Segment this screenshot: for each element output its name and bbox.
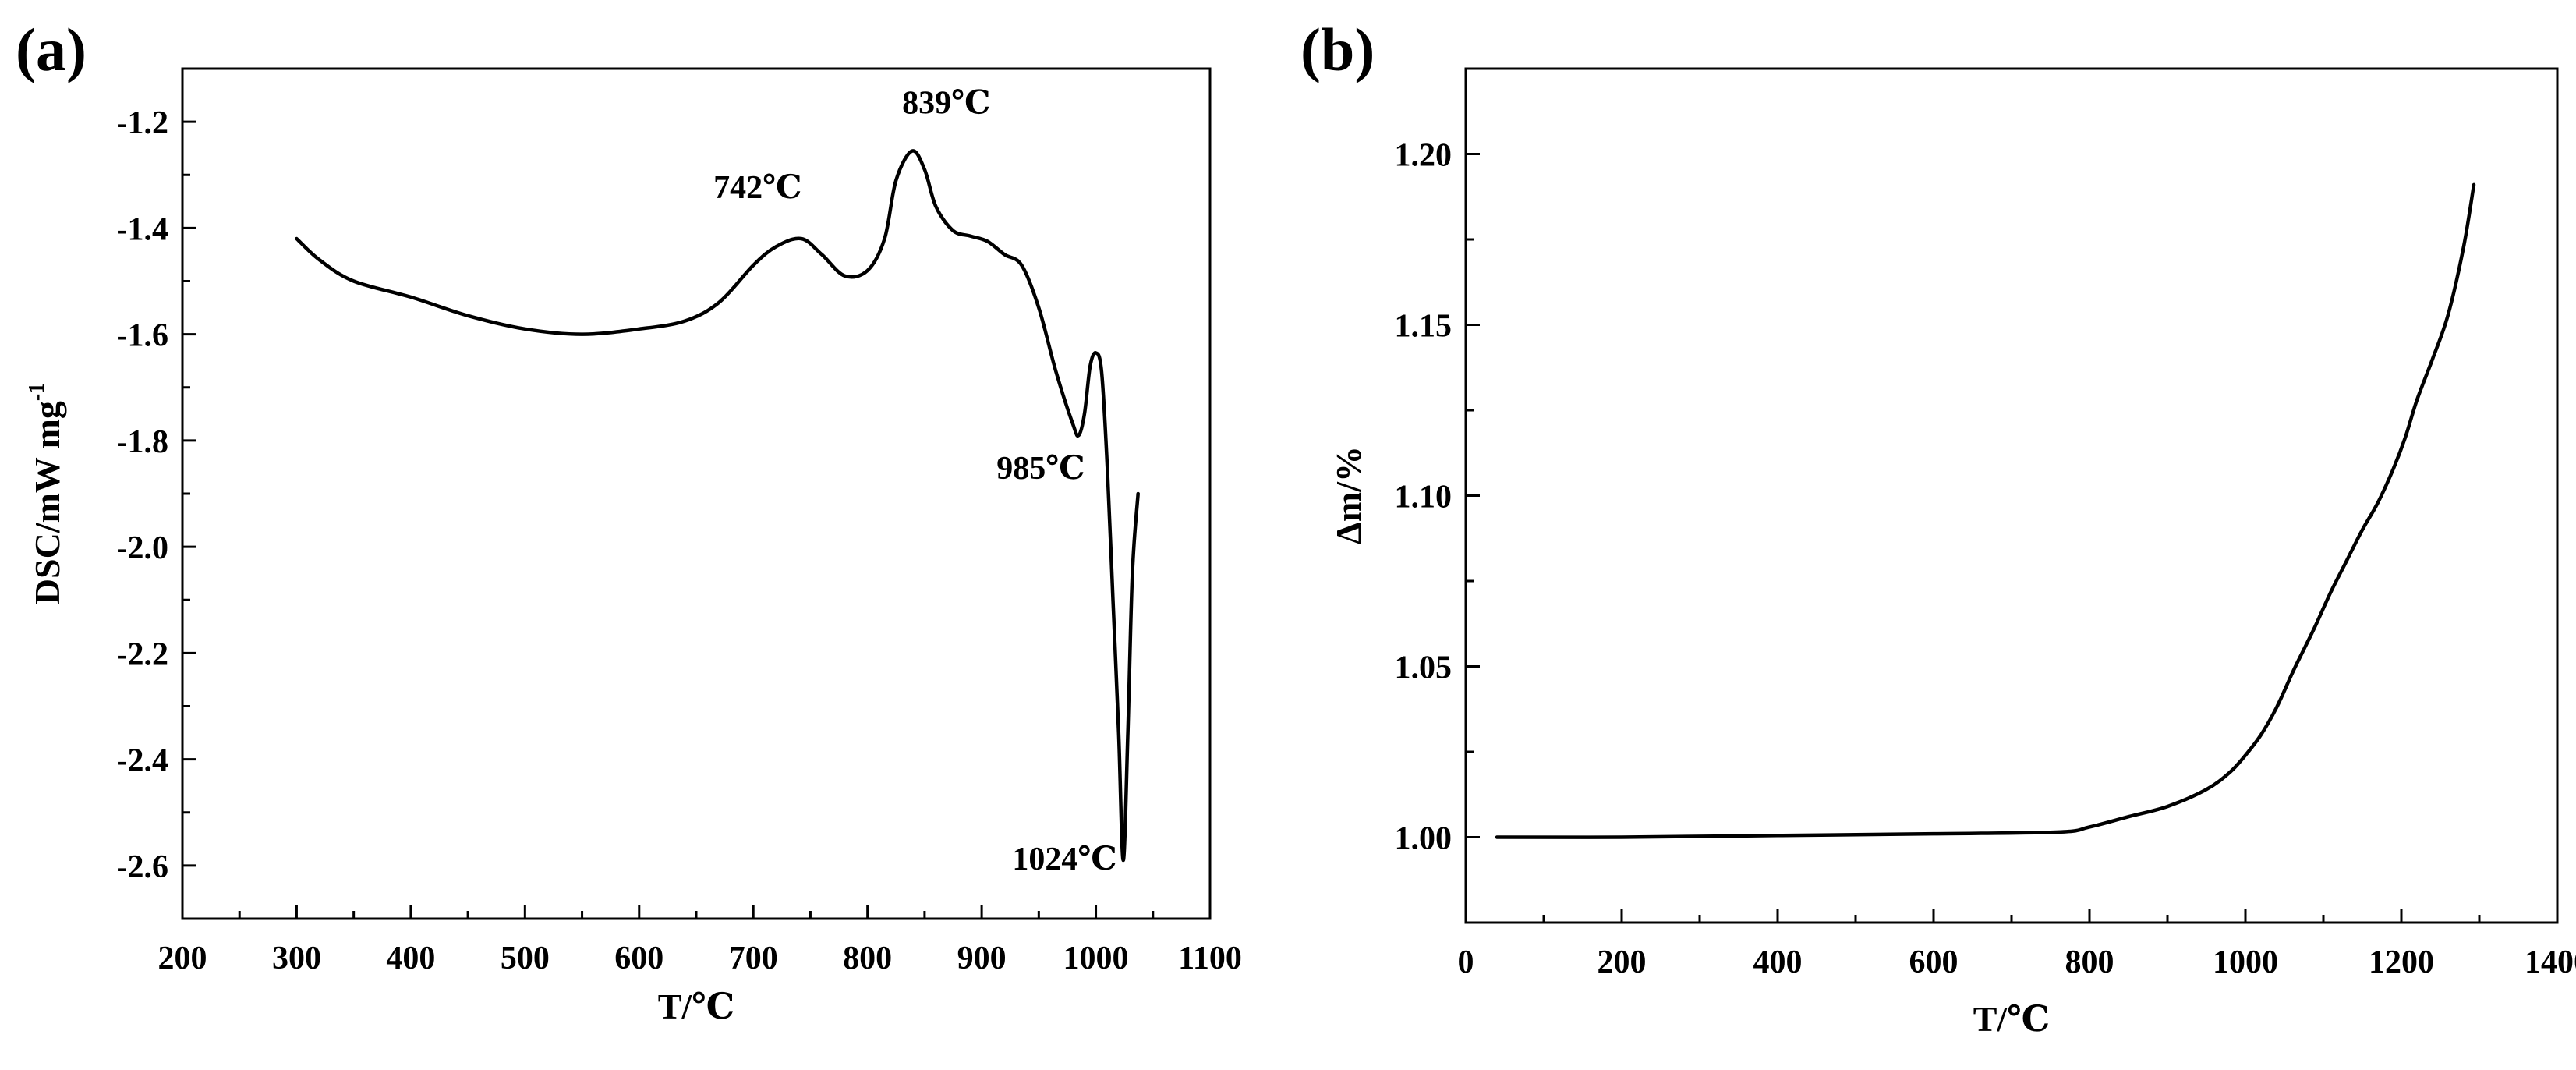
panel-b-x-tick-label: 600 bbox=[1909, 944, 1959, 980]
panel-a-y-tick-label: -2.2 bbox=[117, 636, 169, 672]
panel-a-label: (a) bbox=[16, 16, 87, 83]
panel-a-y-tick-label: -2.6 bbox=[117, 849, 169, 885]
panel-b-x-tick-label: 1200 bbox=[2369, 944, 2434, 980]
panel-b-x-tick-label: 1400 bbox=[2525, 944, 2576, 980]
panel-a-y-axis-title: DSC/mW mg-1 bbox=[25, 383, 67, 604]
panel-a-y-tick-label: -2.0 bbox=[117, 530, 169, 566]
panel-a-peak-annotation: 985℃ bbox=[996, 451, 1085, 487]
panel-b-x-tick-label: 200 bbox=[1598, 944, 1647, 980]
panel-b-mass-change-chart: (b) 0 200 400 600 800 1000 1200 1400 1.00 1.05 1.1… bbox=[1300, 16, 2576, 1039]
panel-a-y-tick-label: -2.4 bbox=[117, 743, 169, 779]
panel-a-x-tick-label: 400 bbox=[386, 941, 435, 976]
panel-b-y-tick-label: 1.10 bbox=[1395, 480, 1453, 516]
panel-b-x-axis-title: T/℃ bbox=[1973, 999, 2051, 1039]
panel-b-y-tick-label: 1.20 bbox=[1395, 138, 1453, 174]
panel-b-y-tick-label: 1.15 bbox=[1395, 309, 1453, 345]
panel-a-x-tick-label: 900 bbox=[957, 941, 1007, 976]
panel-b-x-tick-label: 800 bbox=[2065, 944, 2114, 980]
panel-a-x-tick-label: 300 bbox=[272, 941, 321, 976]
panel-b-y-tick-label: 1.00 bbox=[1395, 821, 1453, 857]
panel-a-plot-frame bbox=[181, 67, 1212, 920]
panel-a-x-tick-label: 200 bbox=[158, 941, 207, 976]
panel-b-x-tick-label: 1000 bbox=[2213, 944, 2278, 980]
panel-a-x-tick-label: 1100 bbox=[1178, 941, 1242, 976]
panel-a-peak-annotation: 839℃ bbox=[902, 86, 990, 122]
panel-b-plot-frame bbox=[1464, 67, 2559, 924]
panel-a-peak-annotation: 1024℃ bbox=[1012, 841, 1116, 877]
panel-a-x-tick-label: 1000 bbox=[1063, 941, 1129, 976]
panel-b-label: (b) bbox=[1300, 16, 1375, 83]
panel-a-y-tick-label: -1.6 bbox=[117, 318, 169, 354]
panel-b-x-tick-label: 0 bbox=[1458, 944, 1474, 980]
panel-a-peak-annotation: 742℃ bbox=[713, 170, 801, 206]
panel-a-y-tick-label: -1.4 bbox=[117, 211, 169, 247]
panel-b-mass-change-curve bbox=[1495, 182, 2476, 839]
panel-a-y-tick-label: -1.2 bbox=[117, 105, 169, 141]
panel-a-dsc-curve bbox=[295, 149, 1140, 863]
panel-a-y-axis-title-superscript: -1 bbox=[25, 383, 49, 401]
panel-a-x-tick-label: 500 bbox=[501, 941, 550, 976]
panel-b-y-tick-label: 1.05 bbox=[1395, 650, 1453, 686]
panel-a-x-tick-label: 800 bbox=[843, 941, 892, 976]
panel-a-x-axis-title: T/℃ bbox=[658, 987, 735, 1026]
panel-b-y-axis-title: Δm/% bbox=[1329, 446, 1368, 544]
panel-a-dsc-chart: (a) 200 300 400 500 600 700 800 900 1000 1100 -1.2… bbox=[16, 16, 1242, 1026]
panel-a-x-tick-label: 700 bbox=[729, 941, 778, 976]
panel-b-x-tick-label: 400 bbox=[1753, 944, 1803, 980]
panel-a-y-tick-label: -1.8 bbox=[117, 424, 169, 460]
panel-a-x-tick-label: 600 bbox=[614, 941, 663, 976]
panel-a-y-axis-title-main: DSC/mW mg bbox=[27, 401, 67, 604]
